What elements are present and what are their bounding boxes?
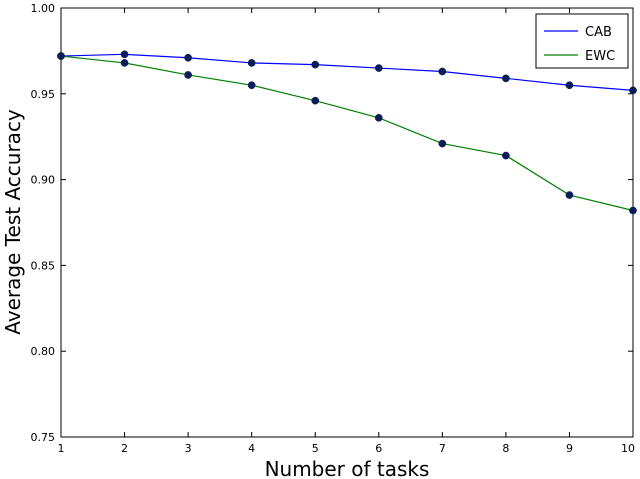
- data-point-ewc: [374, 113, 383, 122]
- data-point-ewc: [502, 151, 510, 160]
- legend-label-cab: CAB: [585, 25, 612, 40]
- x-tick-label: 6: [375, 442, 382, 455]
- data-point-cab: [247, 59, 256, 67]
- data-point-cab: [184, 53, 192, 62]
- x-tick-label: 9: [566, 442, 573, 455]
- y-tick-label: 0.95: [31, 88, 56, 101]
- data-point-ewc: [120, 59, 129, 67]
- x-tick-label: 7: [439, 442, 446, 455]
- data-point-cab: [438, 67, 447, 76]
- plot-area: [60, 7, 634, 438]
- data-point-ewc: [184, 71, 192, 79]
- data-point-cab: [120, 50, 129, 59]
- y-tick-label: 0.80: [31, 345, 56, 358]
- data-point-cab: [502, 74, 510, 83]
- data-point-ewc: [438, 139, 447, 148]
- data-point-ewc: [57, 52, 65, 60]
- y-tick-label: 0.90: [31, 174, 56, 187]
- legend: CAB EWC: [535, 13, 629, 69]
- data-point-ewc: [629, 206, 637, 215]
- y-axis-label: Average Test Accuracy: [1, 109, 25, 335]
- y-axis: 0.75 0.80 0.85 0.90 0.95 1.00: [31, 2, 633, 444]
- x-axis-label: Number of tasks: [265, 457, 430, 479]
- y-tick-label: 0.85: [31, 259, 56, 272]
- legend-box: [535, 13, 629, 69]
- y-tick-label: 0.75: [31, 431, 56, 444]
- data-point-ewc: [247, 81, 256, 90]
- x-tick-label: 3: [185, 442, 192, 455]
- x-tick-label: 1: [58, 442, 65, 455]
- data-point-cab: [565, 81, 574, 90]
- x-tick-label: 8: [502, 442, 509, 455]
- series-layer: [57, 50, 637, 215]
- x-axis: 1 2 3 4 5 6 7 8 9 10: [58, 8, 635, 455]
- x-tick-label: 5: [312, 442, 319, 455]
- x-tick-label: 2: [121, 442, 128, 455]
- series-line-ewc: [60, 55, 634, 212]
- data-point-cab: [311, 60, 320, 69]
- legend-label-ewc: EWC: [585, 49, 615, 64]
- data-point-ewc: [311, 96, 320, 105]
- x-tick-label: 10: [621, 442, 635, 455]
- x-tick-label: 4: [248, 442, 255, 455]
- data-point-cab: [629, 86, 637, 95]
- y-tick-label: 1.00: [31, 2, 56, 15]
- data-point-ewc: [565, 191, 574, 199]
- series-line-cab: [60, 53, 634, 91]
- data-point-cab: [374, 64, 383, 72]
